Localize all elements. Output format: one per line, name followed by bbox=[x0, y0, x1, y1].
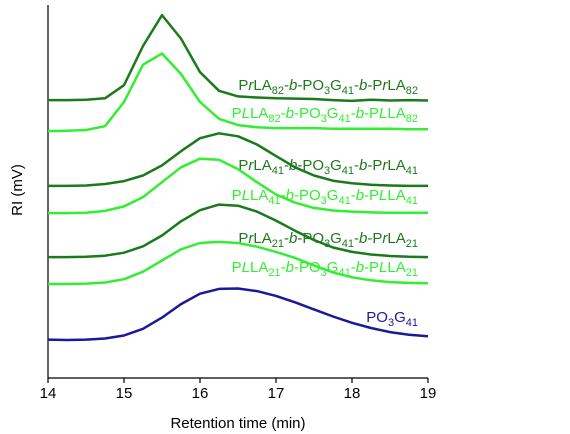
trace bbox=[48, 240, 429, 286]
trace bbox=[48, 203, 429, 259]
x-tick-label: 16 bbox=[192, 385, 209, 402]
trace bbox=[47, 287, 429, 342]
trace bbox=[48, 13, 429, 103]
trace-label: PLLA21-b-PO3G41-b-PLLA21 bbox=[232, 259, 418, 279]
x-tick-label: 18 bbox=[344, 385, 361, 402]
x-tick-label: 15 bbox=[116, 385, 133, 402]
trace-label: PLLA82-b-PO3G41-b-PLLA82 bbox=[232, 105, 418, 125]
trace-label: PLLA41-b-PO3G41-b-PLLA41 bbox=[232, 187, 418, 207]
x-tick-label: 14 bbox=[40, 385, 57, 402]
trace-label: PrLA82-b-PO3G41-b-PrLA82 bbox=[238, 77, 418, 97]
y-axis-label: RI (mV) bbox=[9, 164, 26, 216]
trace bbox=[47, 52, 428, 133]
trace-label: PrLA21-b-PO3G41-b-PrLA21 bbox=[238, 230, 418, 250]
x-tick-label: 17 bbox=[268, 385, 285, 402]
trace bbox=[48, 132, 428, 188]
x-axis-label: Retention time (min) bbox=[170, 415, 305, 432]
trace bbox=[48, 157, 428, 215]
trace-label: PO3G41 bbox=[366, 309, 418, 329]
x-tick-label: 19 bbox=[420, 385, 437, 402]
trace-label: PrLA41-b-PO3G41-b-PrLA41 bbox=[238, 157, 418, 177]
